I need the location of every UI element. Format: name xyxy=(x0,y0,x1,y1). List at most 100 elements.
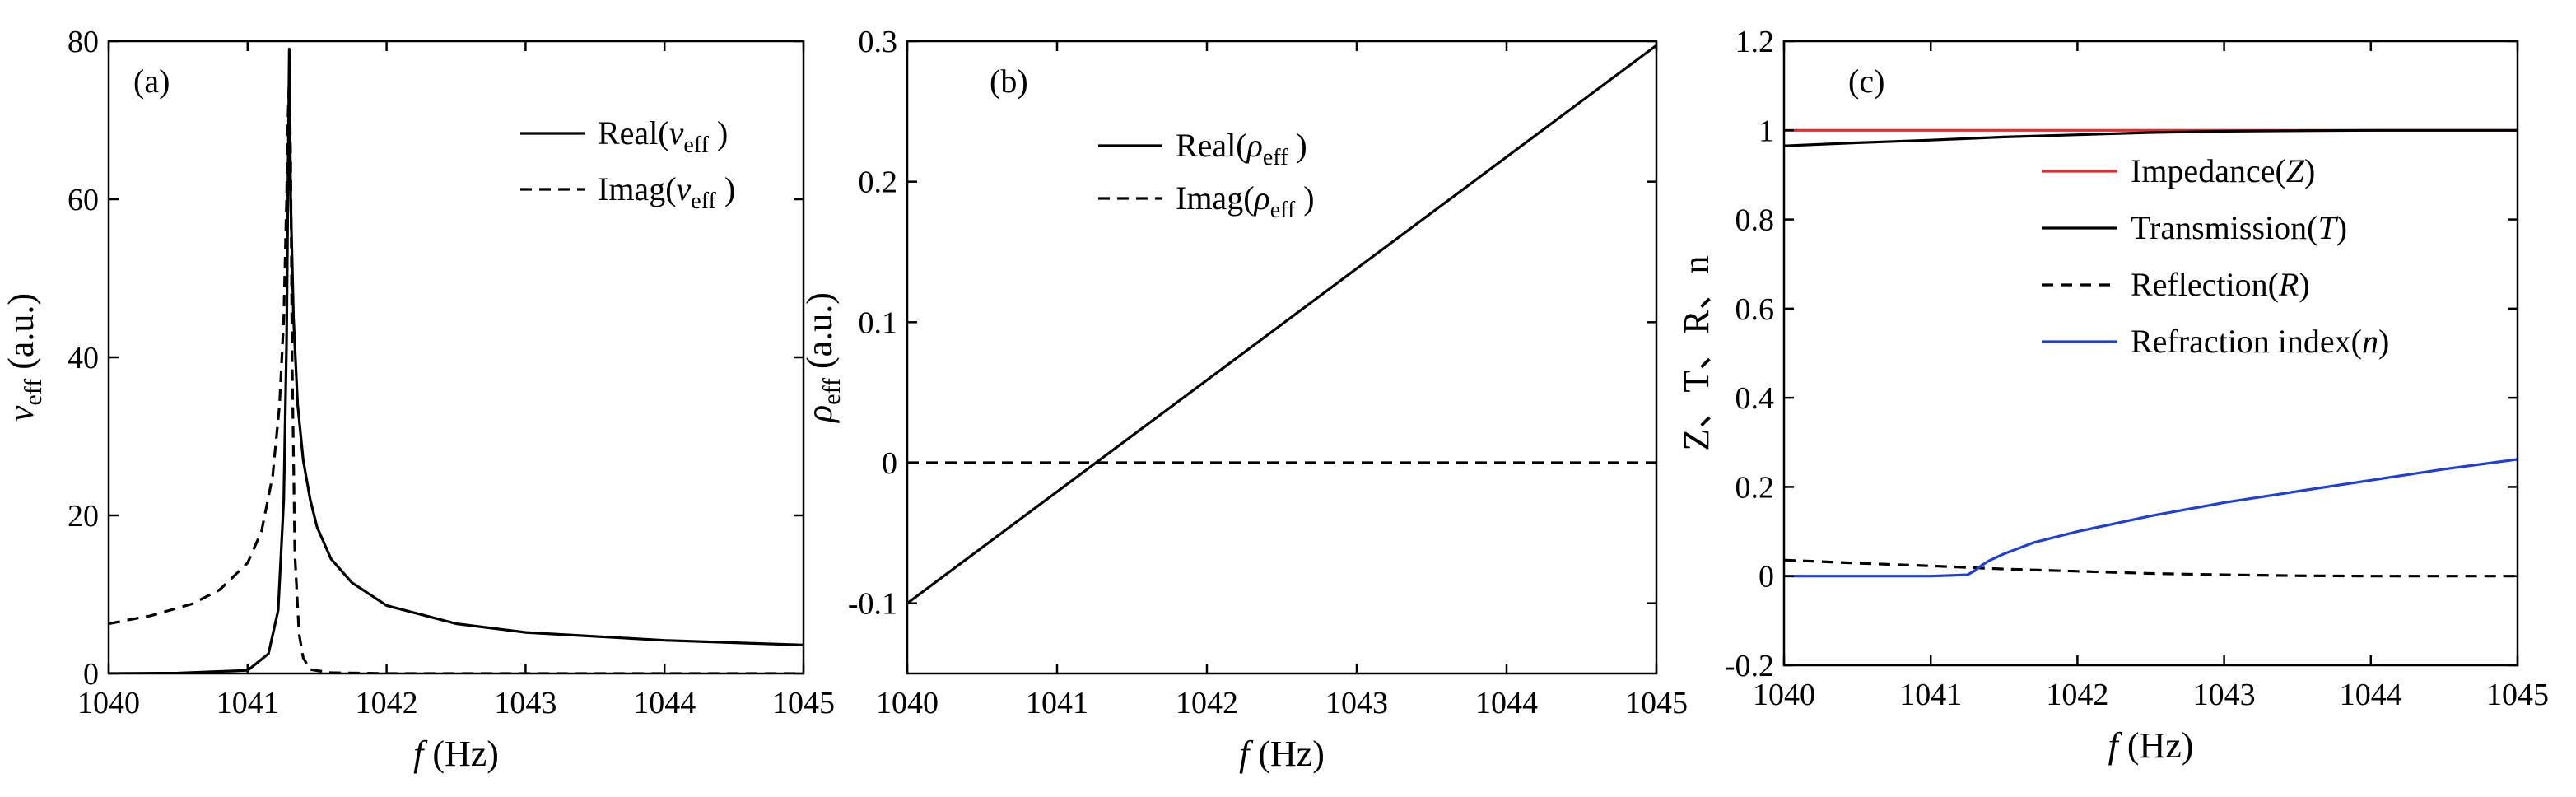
label-suffix: ) xyxy=(709,114,728,151)
y-tick-label: 40 xyxy=(68,341,99,375)
chart-panel-a: 1040 1041 1042 1043 1044 1045 0 20 40 60 80 (a) f (H… xyxy=(1,25,835,774)
x-tick-label: 1043 xyxy=(1325,686,1388,720)
label-text: Z、T、R、n xyxy=(1676,255,1717,450)
label-variable: v xyxy=(1,405,41,422)
legend-entry: Real(veff ) xyxy=(598,114,728,158)
label-subscript: eff xyxy=(20,379,47,406)
x-tick-label: 1042 xyxy=(1176,686,1238,720)
x-tick-label: 1043 xyxy=(2193,678,2256,712)
label-suffix: ) xyxy=(1295,179,1314,217)
y-tick-label: 0.6 xyxy=(1735,292,1775,327)
legend: Real(ρeff )Imag(ρeff ) xyxy=(1098,127,1315,223)
label-suffix: (Hz) xyxy=(1249,734,1325,774)
y-tick-label: 0 xyxy=(83,657,99,692)
x-tick-label: 1045 xyxy=(772,686,835,720)
y-axis-label: veff (a.u.) xyxy=(1,293,47,422)
x-tick-label: 1040 xyxy=(77,686,140,720)
label-prefix: Refraction index( xyxy=(2131,323,2362,360)
y-tick-label: 0.2 xyxy=(859,165,898,200)
label-suffix: ) xyxy=(716,170,735,207)
legend-entry: Impedance(Z) xyxy=(2131,152,2315,189)
x-tick-label: 1044 xyxy=(1475,686,1538,720)
x-axis-label: f (Hz) xyxy=(1239,734,1325,774)
label-suffix: (Hz) xyxy=(2118,725,2194,766)
x-tick-label: 1041 xyxy=(1899,678,1962,712)
label-variable: ρ xyxy=(799,405,840,424)
legend: Real(veff )Imag(veff ) xyxy=(520,114,735,214)
label-variable: v xyxy=(677,170,692,207)
y-tick-label: 0.4 xyxy=(1735,381,1775,416)
y-tick-label: 0.3 xyxy=(859,25,898,59)
label-prefix: Imag( xyxy=(1176,179,1255,217)
y-tick-label: -0.2 xyxy=(1725,649,1774,683)
y-axis-label: Z、T、R、n xyxy=(1676,255,1717,450)
series-line-dashed-1 xyxy=(109,71,804,673)
panel-label: (b) xyxy=(990,63,1028,100)
x-tick-label: 1042 xyxy=(2046,678,2108,712)
label-suffix: (Hz) xyxy=(423,734,499,774)
series-line-dashed-2 xyxy=(1784,558,2518,578)
label-prefix: Imag( xyxy=(598,170,677,207)
y-tick-label: 60 xyxy=(68,183,99,217)
legend-entry: Imag(ρeff ) xyxy=(1176,179,1315,223)
legend-entry: Transmission(T) xyxy=(2131,209,2347,246)
label-suffix: ) xyxy=(2304,152,2315,189)
label-variable: R xyxy=(2278,266,2299,303)
label-suffix: ) xyxy=(2336,209,2347,246)
chart-panel-b: 1040 1041 1042 1043 1044 1045 -0.1 0 0.1 0.2 0.3 (b… xyxy=(799,25,1688,774)
legend-entry: Refraction index(n) xyxy=(2131,323,2389,360)
x-tick-label: 1042 xyxy=(356,686,418,720)
label-suffix: ) xyxy=(2378,323,2389,360)
x-tick-label: 1043 xyxy=(494,686,557,720)
y-tick-label: 1.2 xyxy=(1735,25,1775,59)
label-subscript: eff xyxy=(1263,145,1288,170)
label-variable: n xyxy=(2362,323,2378,360)
legend-entry: Real(ρeff ) xyxy=(1176,127,1307,170)
label-suffix: (a.u.) xyxy=(1,293,41,379)
axes-frame xyxy=(1782,40,2519,667)
label-variable: ρ xyxy=(1246,127,1263,164)
y-tick-label: 0.1 xyxy=(859,305,898,340)
legend-entry: Imag(veff ) xyxy=(598,170,735,214)
x-axis-label: f (Hz) xyxy=(2108,725,2194,766)
label-subscript: eff xyxy=(1270,198,1296,223)
y-tick-label: 1 xyxy=(1758,114,1774,148)
y-tick-label: 0 xyxy=(882,446,897,481)
y-tick-label: 80 xyxy=(68,25,99,59)
y-tick-label: 20 xyxy=(68,499,99,534)
x-tick-label: 1041 xyxy=(217,686,279,720)
label-subscript: eff xyxy=(683,133,709,158)
label-prefix: Real( xyxy=(1176,127,1247,164)
label-prefix: Real( xyxy=(598,114,669,151)
axes-frame xyxy=(906,40,1658,675)
legend: Impedance(Z)Transmission(T)Reflection(R)… xyxy=(2042,152,2389,360)
y-tick-label: -0.1 xyxy=(848,587,897,622)
y-tick-label: 0.2 xyxy=(1735,470,1775,505)
label-prefix: Transmission( xyxy=(2131,209,2317,246)
label-prefix: Impedance( xyxy=(2131,152,2286,189)
y-tick-label: 0.8 xyxy=(1735,203,1775,238)
series-line-0 xyxy=(907,44,1656,604)
panel-label: (c) xyxy=(1848,63,1884,100)
x-tick-label: 1044 xyxy=(633,686,696,720)
label-suffix: ) xyxy=(2299,266,2309,303)
x-tick-label: 1041 xyxy=(1026,686,1088,720)
x-tick-label: 1045 xyxy=(2486,678,2549,712)
legend-entry: Reflection(R) xyxy=(2131,266,2310,303)
y-tick-label: 0 xyxy=(1758,560,1774,594)
panel-label: (a) xyxy=(133,63,170,100)
label-variable: Z xyxy=(2286,152,2305,189)
chart-panel-c: 1040 1041 1042 1043 1044 1045 -0.2 0 0.2 0.4 0.6 0.… xyxy=(1676,25,2549,766)
series-line-3 xyxy=(1784,458,2518,578)
label-variable: T xyxy=(2317,209,2338,246)
y-axis-label: ρeff (a.u.) xyxy=(799,292,845,424)
label-suffix: ) xyxy=(1288,127,1307,164)
x-tick-label: 1044 xyxy=(2340,678,2402,712)
series-line-0 xyxy=(109,47,804,673)
label-prefix: Reflection( xyxy=(2131,266,2279,303)
x-tick-label: 1040 xyxy=(1753,678,1815,712)
label-variable: ρ xyxy=(1253,179,1270,217)
series-line-1 xyxy=(1784,128,2518,147)
label-subscript: eff xyxy=(691,189,716,214)
